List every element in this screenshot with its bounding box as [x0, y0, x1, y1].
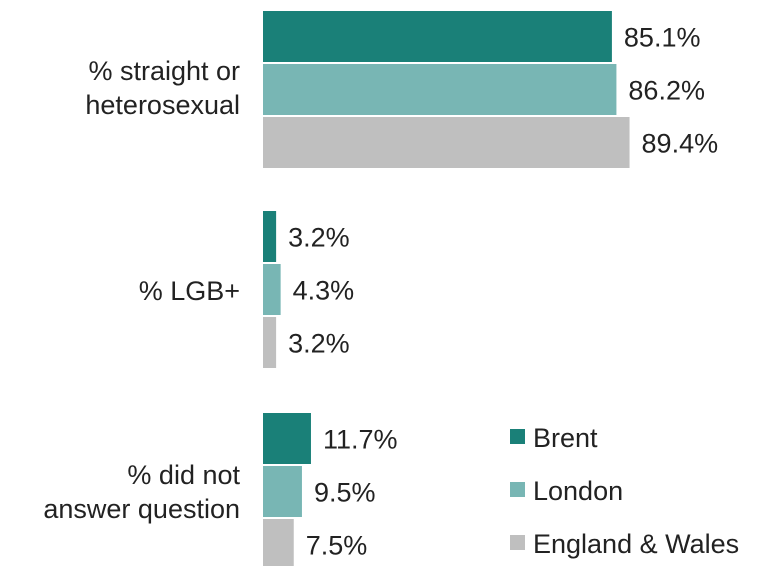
category-label: % straight or [88, 56, 240, 86]
legend-swatch [510, 482, 525, 497]
bar-brent [263, 413, 311, 464]
value-label: 89.4% [642, 129, 719, 159]
legend-swatch [510, 429, 525, 444]
value-label: 86.2% [628, 76, 705, 106]
bar-london [263, 264, 281, 315]
bar-london [263, 64, 617, 115]
legend-label: England & Wales [533, 529, 739, 559]
value-label: 3.2% [288, 329, 350, 359]
value-label: 9.5% [314, 478, 376, 508]
category-labels-layer: % straight or heterosexual % LGB+ % did not… [43, 56, 240, 524]
category-label: answer question [43, 494, 240, 524]
bar-london [263, 466, 302, 517]
legend-label: Brent [533, 423, 598, 453]
bar-brent [263, 11, 612, 62]
legend: Brent London England & Wales [510, 423, 739, 559]
bars-layer [263, 11, 630, 566]
bar-england-wales [263, 519, 294, 566]
category-label: % LGB+ [139, 276, 240, 306]
bar-england-wales [263, 317, 277, 368]
value-label: 7.5% [306, 531, 368, 561]
bar-brent [263, 211, 277, 262]
legend-swatch [510, 535, 525, 550]
value-label: 3.2% [288, 223, 350, 253]
category-label: % did not [127, 460, 240, 490]
bar-england-wales [263, 117, 630, 168]
value-labels-layer: 85.1% 86.2% 89.4% 3.2% 4.3% 3.2% 11.7% 9.5% 7.5% [288, 23, 718, 561]
legend-label: London [533, 476, 623, 506]
category-label: heterosexual [85, 90, 240, 120]
value-label: 85.1% [624, 23, 701, 53]
value-label: 11.7% [323, 425, 398, 455]
value-label: 4.3% [293, 276, 355, 306]
